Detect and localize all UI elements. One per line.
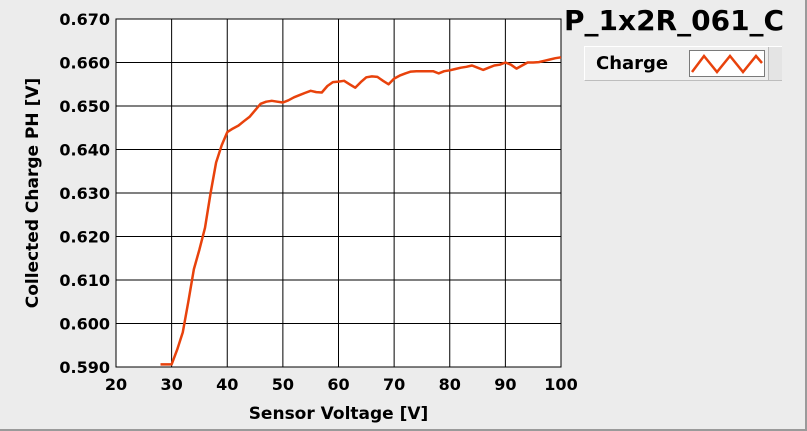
y-tick-label: 0.660	[59, 54, 110, 73]
x-tick-label: 50	[272, 375, 294, 394]
series-layer	[160, 56, 562, 366]
series-line-charge	[160, 56, 562, 366]
x-tick-label: 90	[494, 375, 516, 394]
y-axis-title: Collected Charge PH [V]	[23, 78, 43, 309]
x-tick-label: 70	[383, 375, 405, 394]
legend-label: Charge	[596, 53, 669, 74]
x-tick-label: 100	[544, 375, 577, 394]
y-tick-label: 0.630	[59, 184, 110, 203]
x-tick-labels: 20 30 40 50 60 70 80 90 100	[105, 375, 578, 394]
x-tick-label: 60	[327, 375, 349, 394]
plot-title: P_1x2R_061_C	[564, 4, 785, 37]
x-axis-title: Sensor Voltage [V]	[249, 404, 429, 424]
y-tick-label: 0.650	[59, 97, 110, 116]
x-tick-label: 30	[160, 375, 182, 394]
zigzag-line-icon[interactable]	[689, 50, 765, 77]
y-tick-label: 0.620	[59, 228, 110, 247]
y-tick-label: 0.600	[59, 315, 110, 334]
x-tick-label: 80	[439, 375, 461, 394]
legend-scrollbar[interactable]	[768, 47, 782, 80]
y-tick-label: 0.590	[59, 358, 110, 377]
y-tick-label: 0.670	[59, 10, 110, 29]
grid-lines	[115, 18, 562, 368]
x-tick-label: 20	[105, 375, 127, 394]
y-tick-labels: 0.590 0.600 0.610 0.620 0.630 0.640 0.650 0.660…	[59, 10, 110, 377]
x-tick-label: 40	[216, 375, 238, 394]
legend: Charge	[584, 46, 782, 81]
y-tick-label: 0.640	[59, 141, 110, 160]
y-tick-label: 0.610	[59, 271, 110, 290]
